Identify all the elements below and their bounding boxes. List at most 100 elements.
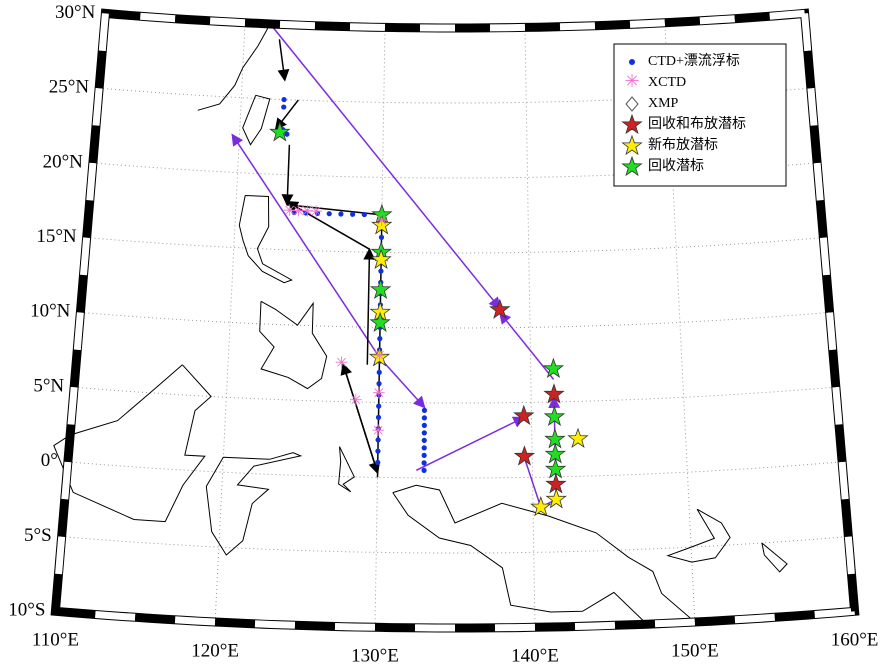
mooring [489, 298, 511, 319]
track [415, 416, 526, 471]
mooring [530, 495, 552, 517]
ctd-station [421, 437, 427, 443]
mooring [369, 311, 391, 332]
mooring [545, 488, 567, 509]
mooring [371, 214, 393, 235]
ctd-station [375, 426, 381, 432]
frame-segment [769, 9, 805, 20]
lat-label: 5°N [33, 375, 64, 396]
frame-segment [807, 87, 818, 126]
ctd-station [421, 460, 427, 466]
frame-segment [294, 621, 336, 630]
frame-segment [829, 349, 840, 388]
frame-segment [810, 125, 821, 164]
xctd-mark: ✳ [335, 355, 348, 372]
coastline [242, 94, 271, 146]
frame-segment [86, 162, 97, 201]
mooring [368, 346, 391, 367]
frame-segment [494, 623, 536, 632]
frame-segment [844, 536, 855, 575]
lon-label: 130°E [351, 646, 399, 666]
frame-segment [83, 200, 94, 238]
frame-segment [841, 498, 852, 537]
ctd-station [421, 445, 427, 451]
ctd-station [421, 467, 427, 473]
ctd-station [326, 211, 332, 217]
frame-segment [664, 17, 701, 27]
mooring [544, 458, 567, 479]
mooring [513, 404, 535, 426]
frame-segment [524, 23, 561, 31]
parallel [99, 87, 811, 104]
lat-label: 30°N [55, 2, 96, 23]
mooring [544, 443, 566, 464]
frame-segment [654, 618, 696, 628]
coastline [666, 508, 731, 563]
frame-segment [835, 424, 846, 463]
xctd-mark: ✳ [373, 348, 386, 365]
lat-label: 5°S [24, 525, 52, 546]
meridian [524, 27, 536, 628]
legend-label: XCTD [648, 75, 686, 90]
frame-segment [105, 9, 141, 20]
ctd-station [375, 414, 382, 420]
ctd-station [421, 422, 427, 428]
frame-segment [95, 50, 106, 89]
frame-segment [823, 274, 834, 313]
frame [50, 8, 860, 633]
ctd-station [284, 131, 290, 137]
xctd-mark: ✳ [375, 213, 388, 230]
xctd-mark: ✳ [349, 393, 362, 410]
frame-segment [349, 23, 386, 31]
xctd-mark: ✳ [283, 203, 296, 220]
track [231, 133, 381, 358]
track [269, 23, 501, 310]
ctd-station [375, 459, 381, 465]
legend-label: 回收潜标 [648, 158, 704, 174]
frame-segment [816, 200, 827, 238]
frame-segment [594, 20, 631, 30]
legend-symbol [625, 96, 639, 112]
frame-segment [734, 12, 770, 23]
parallel [74, 386, 836, 404]
mooring [369, 278, 392, 299]
ctd-station [377, 336, 383, 342]
mooring [544, 428, 566, 449]
legend-symbol [629, 59, 635, 65]
lat-label: 25°N [49, 77, 90, 98]
frame-segment [95, 611, 136, 621]
frame-segment [826, 312, 837, 351]
frame-segment [374, 623, 416, 632]
legend-label: 回收和布放潜标 [648, 116, 746, 132]
lon-label: 110°E [32, 630, 79, 651]
parallel [61, 536, 849, 554]
frame-segment [214, 618, 256, 628]
frame-segment [55, 536, 66, 575]
parallel [86, 237, 824, 254]
frame-segment [174, 15, 211, 25]
frame-segment [694, 616, 736, 626]
ctd-station [421, 452, 427, 458]
frame-segment [334, 623, 376, 631]
tracks: ✳✳✳✳✳✳✳✳✳✳ [231, 23, 589, 517]
frame-segment [847, 573, 859, 612]
frame-segment [699, 15, 736, 25]
lat-label: 20°N [43, 151, 84, 172]
legend-symbol: ✳ [624, 71, 639, 91]
frame-segment [51, 573, 63, 612]
coastline [238, 195, 293, 284]
frame-segment [279, 20, 316, 30]
track [285, 201, 370, 250]
lat-label: 10°N [30, 301, 71, 322]
ctd-station [376, 392, 382, 398]
frame-segment [838, 461, 849, 500]
xctd-mark: ✳ [372, 386, 385, 403]
parallel [67, 461, 843, 479]
coastline [761, 542, 788, 573]
frame-segment [98, 13, 109, 52]
ctd-station [376, 369, 382, 375]
ctd-station [376, 381, 382, 387]
ctd-station [375, 437, 381, 443]
frame-segment [73, 312, 84, 351]
